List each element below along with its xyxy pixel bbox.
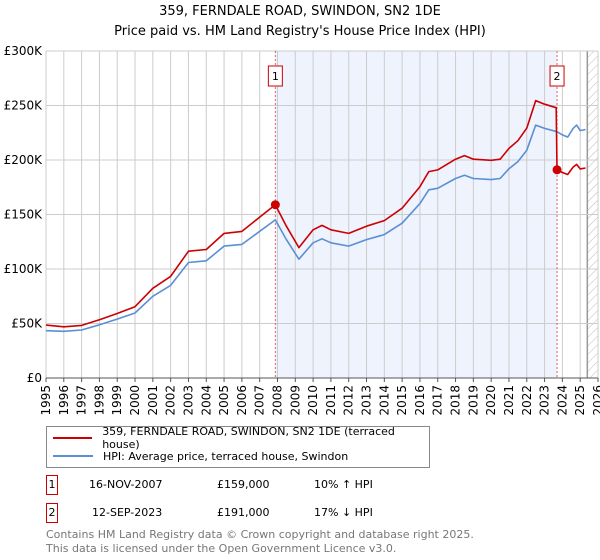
x-tick-label: 2008 bbox=[270, 385, 284, 416]
x-tick-label: 2025 bbox=[573, 385, 587, 416]
x-tick-label: 2016 bbox=[413, 385, 427, 416]
x-tick-label: 2007 bbox=[253, 385, 267, 416]
x-tick-label: 2011 bbox=[324, 385, 338, 416]
x-tick-label: 2018 bbox=[449, 385, 463, 416]
x-tick-label: 1999 bbox=[110, 385, 124, 416]
sale-label-box bbox=[267, 65, 283, 87]
transaction-price: £159,000 bbox=[217, 478, 270, 491]
x-tick-label: 2010 bbox=[306, 385, 320, 416]
y-tick-label: £100K bbox=[4, 262, 44, 276]
y-tick-label: £50K bbox=[11, 317, 43, 331]
legend-item-property: 359, FERNDALE ROAD, SWINDON, SN2 1DE (te… bbox=[53, 425, 429, 451]
sale-point bbox=[270, 200, 280, 210]
sale-label: 2 bbox=[554, 70, 561, 83]
footer-line-1: Contains HM Land Registry data © Crown c… bbox=[46, 528, 474, 541]
x-tick-label: 2001 bbox=[146, 385, 160, 416]
x-tick-label: 2000 bbox=[128, 385, 142, 416]
x-tick-label: 1996 bbox=[57, 385, 71, 416]
transaction-hpi-delta: 10% ↑ HPI bbox=[314, 478, 373, 491]
legend-swatch-hpi bbox=[53, 455, 93, 457]
legend-label-property: 359, FERNDALE ROAD, SWINDON, SN2 1DE (te… bbox=[102, 425, 395, 451]
chart-subtitle: Price paid vs. HM Land Registry's House … bbox=[114, 24, 486, 39]
legend-swatch-property bbox=[53, 437, 93, 439]
hpi-line bbox=[45, 124, 586, 333]
property-price-line bbox=[45, 99, 586, 328]
x-tick-label: 2021 bbox=[502, 385, 516, 416]
x-tick-label: 2005 bbox=[217, 385, 231, 416]
transaction-date: 12-SEP-2023 bbox=[92, 506, 163, 519]
sale-point bbox=[552, 165, 562, 175]
x-tick-label: 2002 bbox=[164, 385, 178, 416]
x-tick-label: 2023 bbox=[538, 385, 552, 416]
legend-item-hpi: HPI: Average price, terraced house, Swin… bbox=[53, 448, 348, 464]
y-tick-label: £150K bbox=[4, 208, 44, 222]
transaction-row: 1 16-NOV-2007 £159,000 10% ↑ HPI bbox=[46, 475, 546, 495]
footer-attribution: Contains HM Land Registry data © Crown c… bbox=[46, 528, 474, 556]
x-tick-label: 2003 bbox=[181, 385, 195, 416]
x-tick-label: 2013 bbox=[360, 385, 374, 416]
x-tick-label: 2004 bbox=[199, 385, 213, 416]
x-tick-label: 2006 bbox=[235, 385, 249, 416]
transaction-date: 16-NOV-2007 bbox=[89, 478, 163, 491]
transaction-row: 2 12-SEP-2023 £191,000 17% ↓ HPI bbox=[46, 503, 546, 523]
y-tick-label: £250K bbox=[4, 99, 44, 113]
x-tick-label: 2009 bbox=[288, 385, 302, 416]
x-tick-label: 2020 bbox=[484, 385, 498, 416]
x-tick-label: 2019 bbox=[466, 385, 480, 416]
x-tick-label: 2012 bbox=[342, 385, 356, 416]
x-tick-label: 2014 bbox=[377, 385, 391, 416]
x-tick-label: 1998 bbox=[92, 385, 106, 416]
sale-label: 1 bbox=[272, 70, 279, 83]
transaction-badge: 2 bbox=[46, 503, 58, 523]
x-tick-label: 2017 bbox=[431, 385, 445, 416]
x-tick-label: 2015 bbox=[395, 385, 409, 416]
x-tick-label: 2022 bbox=[520, 385, 534, 416]
footer-line-2: This data is licensed under the Open Gov… bbox=[46, 542, 397, 555]
transaction-hpi-delta: 17% ↓ HPI bbox=[314, 506, 373, 519]
sale-label-box bbox=[549, 65, 565, 87]
x-tick-label: 2024 bbox=[555, 385, 569, 416]
chart-title: 359, FERNDALE ROAD, SWINDON, SN2 1DE bbox=[159, 4, 441, 19]
y-tick-label: £300K bbox=[4, 44, 44, 58]
chart-legend: 359, FERNDALE ROAD, SWINDON, SN2 1DE (te… bbox=[46, 425, 430, 468]
x-tick-label: 1997 bbox=[75, 385, 89, 416]
x-tick-label: 1995 bbox=[39, 385, 53, 416]
y-tick-label: £0 bbox=[27, 371, 42, 385]
legend-label-hpi: HPI: Average price, terraced house, Swin… bbox=[103, 449, 349, 463]
transaction-badge: 1 bbox=[46, 475, 58, 495]
price-chart: 359, FERNDALE ROAD, SWINDON, SN2 1DE Pri… bbox=[4, 4, 600, 416]
x-tick-label: 2026 bbox=[591, 385, 600, 416]
transaction-price: £191,000 bbox=[217, 506, 270, 519]
y-tick-label: £200K bbox=[4, 153, 44, 167]
